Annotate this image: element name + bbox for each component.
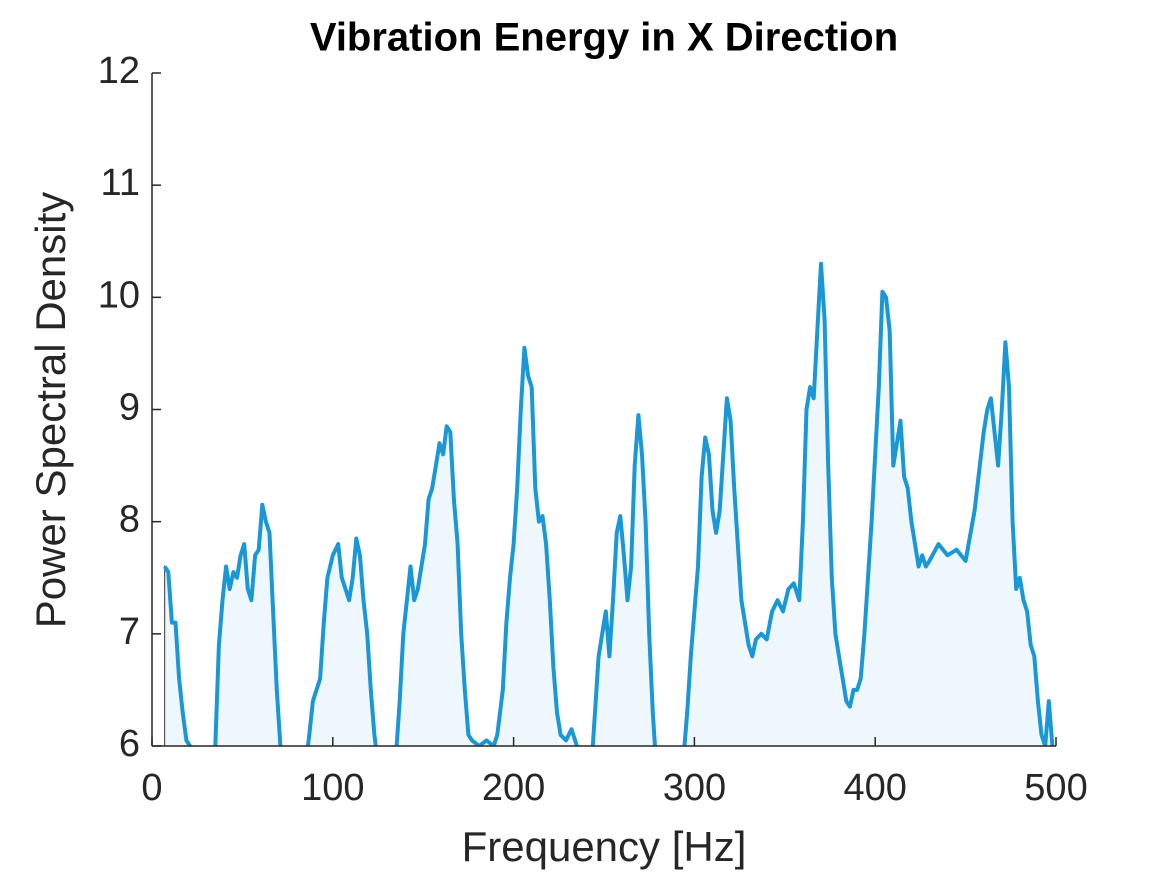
y-tick-label: 9: [119, 387, 140, 429]
y-tick-label: 10: [98, 274, 140, 316]
y-tick-label: 12: [98, 50, 140, 92]
line: [163, 261, 1055, 746]
y-axis-label: Power Spectral Density: [27, 192, 74, 629]
y-tick-label: 11: [101, 162, 140, 204]
x-tick-label: 0: [141, 767, 162, 809]
y-tick-label: 7: [119, 611, 140, 653]
x-tick-label: 500: [1024, 767, 1087, 809]
area-fill: [164, 263, 1053, 746]
y-tick-label: 6: [119, 723, 140, 765]
x-tick-label: 300: [663, 767, 726, 809]
x-tick-label: 200: [482, 767, 545, 809]
y-tick-label: 8: [119, 499, 140, 541]
x-tick-label: 100: [301, 767, 364, 809]
chart-title: Vibration Energy in X Direction: [310, 16, 898, 60]
x-tick-label: 400: [843, 767, 906, 809]
x-axis-label: Frequency [Hz]: [462, 823, 747, 870]
